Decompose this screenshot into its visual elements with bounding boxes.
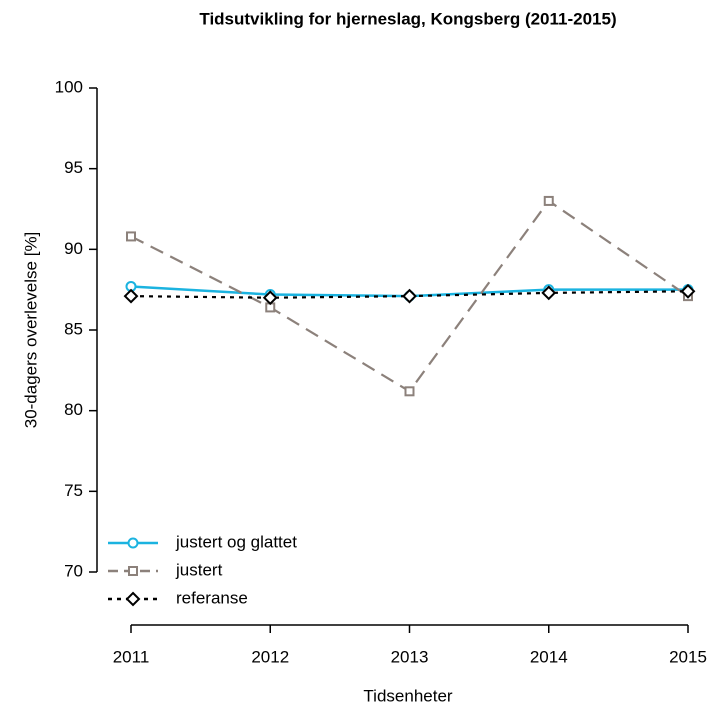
data-point bbox=[543, 195, 554, 206]
y-tick-label: 90 bbox=[64, 239, 83, 258]
x-axis-label: Tidsenheter bbox=[363, 686, 452, 705]
y-tick-label: 100 bbox=[55, 77, 83, 96]
y-tick-label: 80 bbox=[64, 400, 83, 419]
legend-label: justert og glattet bbox=[175, 532, 297, 551]
series-line bbox=[130, 290, 689, 299]
legend-marker bbox=[127, 537, 139, 549]
data-point bbox=[680, 283, 696, 299]
data-point bbox=[123, 288, 139, 304]
x-tick-label: 2012 bbox=[251, 647, 289, 666]
x-tick-label: 2014 bbox=[530, 647, 568, 666]
y-axis-label: 30-dagers overlevelse [%] bbox=[21, 232, 40, 429]
x-tick-label: 2013 bbox=[391, 647, 429, 666]
legend-label: justert bbox=[175, 560, 223, 579]
y-tick-label: 95 bbox=[64, 158, 83, 177]
legend-marker bbox=[128, 566, 138, 576]
y-tick-label: 85 bbox=[64, 319, 83, 338]
y-tick-label: 75 bbox=[64, 481, 83, 500]
data-point bbox=[404, 386, 415, 397]
data-point bbox=[126, 231, 136, 242]
chart-title: Tidsutvikling for hjerneslag, Kongsberg … bbox=[199, 9, 616, 28]
legend-label: referanse bbox=[176, 588, 248, 607]
legend-marker bbox=[125, 591, 141, 607]
x-tick-label: 2015 bbox=[669, 647, 707, 666]
y-tick-label: 70 bbox=[64, 561, 83, 580]
x-tick-label: 2011 bbox=[113, 647, 150, 666]
data-point bbox=[262, 290, 278, 306]
data-point bbox=[402, 288, 417, 304]
data-point bbox=[541, 285, 557, 301]
